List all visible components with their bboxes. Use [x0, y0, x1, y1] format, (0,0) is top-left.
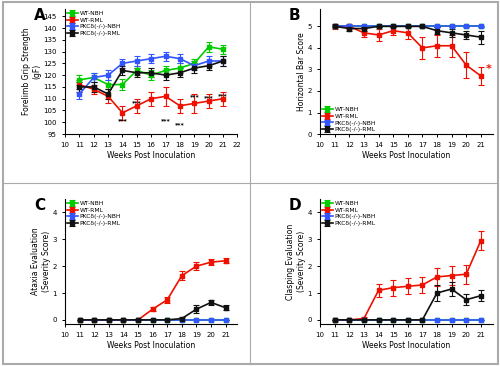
- Y-axis label: Forelimb Grip Strength
(gF): Forelimb Grip Strength (gF): [22, 28, 42, 115]
- Legend: WT-NBH, WT-RML, PKCδ(-/-)-NBH, PKCδ(-/-)-RML: WT-NBH, WT-RML, PKCδ(-/-)-NBH, PKCδ(-/-)…: [67, 11, 120, 36]
- Legend: WT-NBH, WT-RML, PKCδ(-/-)-NBH, PKCδ(-/-)-RML: WT-NBH, WT-RML, PKCδ(-/-)-NBH, PKCδ(-/-)…: [67, 201, 120, 226]
- Text: ***: ***: [118, 119, 128, 124]
- Text: ***: ***: [190, 94, 199, 99]
- Text: *: *: [486, 64, 492, 74]
- Text: D: D: [289, 198, 302, 213]
- X-axis label: Weeks Post Inoculation: Weeks Post Inoculation: [362, 151, 450, 160]
- Text: ***: ***: [218, 93, 228, 98]
- Text: C: C: [34, 198, 45, 213]
- Legend: WT-NBH, WT-RML, PKCδ(-/-)-NBH, PKCδ(-/-)-RML: WT-NBH, WT-RML, PKCδ(-/-)-NBH, PKCδ(-/-)…: [322, 107, 376, 132]
- X-axis label: Weeks Post Inoculation: Weeks Post Inoculation: [107, 341, 196, 350]
- Text: ***: ***: [204, 95, 214, 100]
- Text: A: A: [34, 8, 46, 23]
- Text: ***: ***: [175, 122, 185, 127]
- X-axis label: Weeks Post Inoculation: Weeks Post Inoculation: [107, 151, 196, 160]
- Text: ***: ***: [160, 119, 170, 124]
- Y-axis label: Clasping Evaluation
(Severity Score): Clasping Evaluation (Severity Score): [286, 223, 306, 300]
- Y-axis label: Ataxia Evaluation
(Severity Score): Ataxia Evaluation (Severity Score): [32, 228, 51, 295]
- Legend: WT-NBH, WT-RML, PKCδ(-/-)-NBH, PKCδ(-/-)-RML: WT-NBH, WT-RML, PKCδ(-/-)-NBH, PKCδ(-/-)…: [322, 201, 376, 226]
- Text: ***: ***: [132, 100, 141, 105]
- Y-axis label: Horizontal Bar Score: Horizontal Bar Score: [297, 32, 306, 111]
- X-axis label: Weeks Post Inoculation: Weeks Post Inoculation: [362, 341, 450, 350]
- Text: B: B: [289, 8, 300, 23]
